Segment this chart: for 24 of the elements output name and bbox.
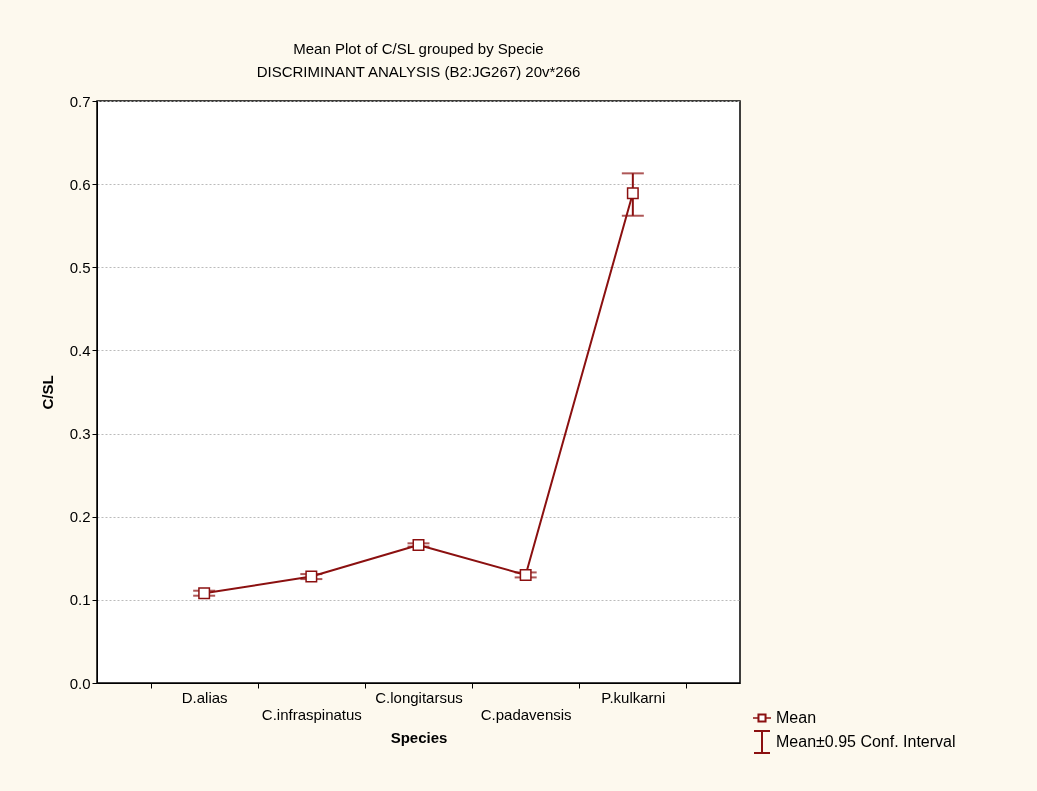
chart-title: Mean Plot of C/SL grouped by Specie: [293, 40, 544, 57]
point: [519, 568, 532, 581]
point: [412, 538, 425, 551]
y-tick-label: 0.6: [69, 175, 91, 193]
y-tick-label: 0.4: [69, 341, 91, 359]
x-tick-label: D.alias: [181, 688, 228, 706]
x-tick-label: P.kulkarni: [601, 688, 666, 706]
y-tick-label: 0.3: [69, 425, 91, 443]
point: [305, 570, 318, 583]
point: [626, 187, 639, 200]
chart-subtitle: DISCRIMINANT ANALYSIS (B2:JG267) 20v*266: [256, 63, 581, 80]
y-axis-title: C/SL: [38, 375, 56, 410]
text: Mean±0.95 Conf. Interval: [776, 733, 956, 750]
x-axis-title: Species: [390, 728, 448, 746]
point: [198, 587, 211, 600]
y-tick-label: 0.7: [69, 92, 91, 110]
y-tick-label: 0.5: [69, 258, 91, 276]
y-tick-label: 0.1: [69, 591, 91, 609]
x-tick-label: C.infraspinatus: [261, 705, 362, 723]
y-tick-label: 0.2: [69, 508, 91, 526]
y-tick-label: 0.0: [69, 674, 91, 692]
x-tick-label: C.padavensis: [480, 705, 572, 723]
x-tick-label: C.longitarsus: [375, 688, 463, 706]
legend-label: Mean: [776, 709, 817, 726]
